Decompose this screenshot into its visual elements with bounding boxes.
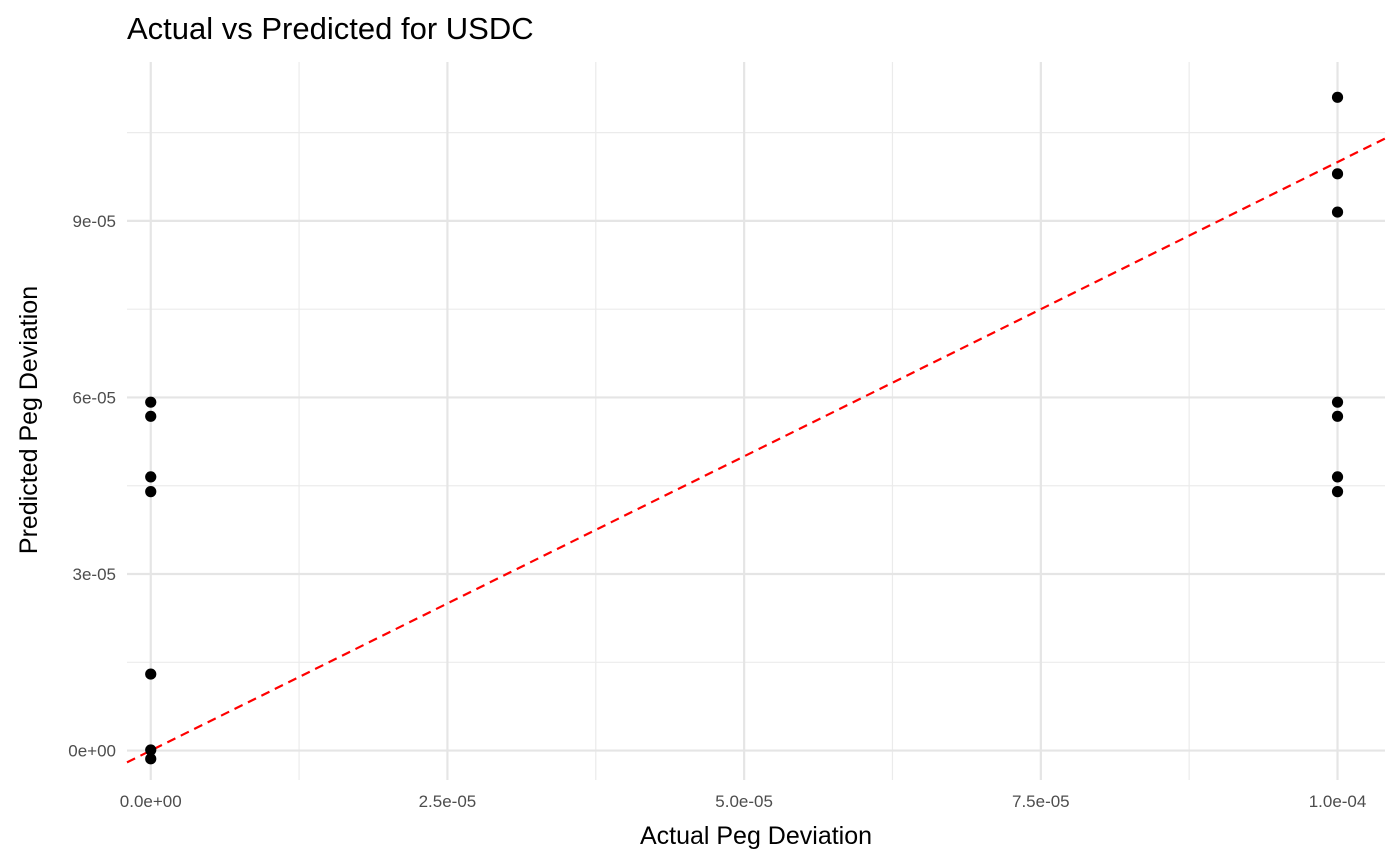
x-axis-ticks: 0.0e+00 2.5e-05 5.0e-05 7.5e-05 1.0e-04 bbox=[120, 792, 1367, 811]
y-tick-label: 6e-05 bbox=[73, 388, 116, 407]
y-tick-label: 9e-05 bbox=[73, 212, 116, 231]
x-axis-label: Actual Peg Deviation bbox=[640, 822, 872, 850]
data-point bbox=[145, 753, 157, 765]
grid bbox=[127, 62, 1385, 780]
data-point bbox=[1331, 396, 1344, 408]
x-tick-label: 1.0e-04 bbox=[1309, 792, 1367, 811]
data-point bbox=[1331, 206, 1344, 218]
y-axis-ticks: 0e+00 3e-05 6e-05 9e-05 bbox=[68, 212, 116, 761]
data-point bbox=[1331, 168, 1344, 180]
x-tick-label: 7.5e-05 bbox=[1012, 792, 1070, 811]
reference-line bbox=[126, 137, 1386, 764]
data-point bbox=[145, 744, 157, 756]
x-tick-label: 5.0e-05 bbox=[715, 792, 773, 811]
data-point bbox=[145, 668, 157, 680]
data-point bbox=[1331, 486, 1344, 498]
data-point bbox=[1331, 410, 1344, 422]
reference-line-group bbox=[126, 137, 1386, 764]
data-point bbox=[145, 486, 157, 498]
data-points bbox=[145, 91, 1344, 765]
y-tick-label: 3e-05 bbox=[73, 565, 116, 584]
y-axis-label: Predicted Peg Deviation bbox=[15, 286, 43, 554]
data-point bbox=[1331, 91, 1344, 103]
x-tick-label: 0.0e+00 bbox=[120, 792, 182, 811]
chart-title: Actual vs Predicted for USDC bbox=[127, 11, 534, 46]
data-point bbox=[145, 410, 157, 422]
data-point bbox=[145, 471, 157, 483]
data-point bbox=[145, 396, 157, 408]
y-tick-label: 0e+00 bbox=[68, 742, 116, 761]
x-tick-label: 2.5e-05 bbox=[419, 792, 477, 811]
data-point bbox=[1331, 471, 1344, 483]
